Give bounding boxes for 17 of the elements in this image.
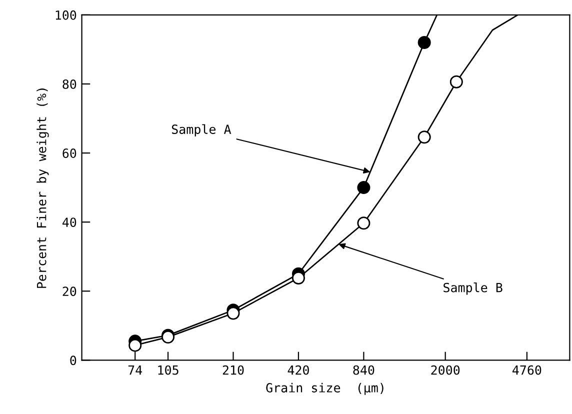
x-tick-label: 840 — [353, 365, 374, 375]
annotation: Sample B — [444, 282, 502, 295]
y-tick-label: 100 — [56, 10, 76, 20]
x-tick-label: 210 — [222, 365, 244, 375]
x-tick-label: 2000 — [431, 365, 460, 375]
y-tick-label: 80 — [62, 79, 76, 89]
annotation: Sample A — [172, 124, 232, 136]
y-tick-label: 60 — [62, 148, 76, 158]
x-axis-title: Grain size (µm) — [266, 382, 384, 395]
y-axis-title: Percent Finer by weight (%) — [36, 88, 49, 288]
x-tick-label: 420 — [288, 365, 309, 375]
x-tick-label: 105 — [158, 365, 178, 375]
x-tick-label: 4760 — [512, 365, 542, 375]
y-tick-label: 40 — [62, 218, 76, 228]
y-tick-label: 0 — [70, 356, 76, 366]
x-tick-label: 74 — [128, 365, 142, 375]
y-tick-label: 20 — [62, 286, 76, 296]
